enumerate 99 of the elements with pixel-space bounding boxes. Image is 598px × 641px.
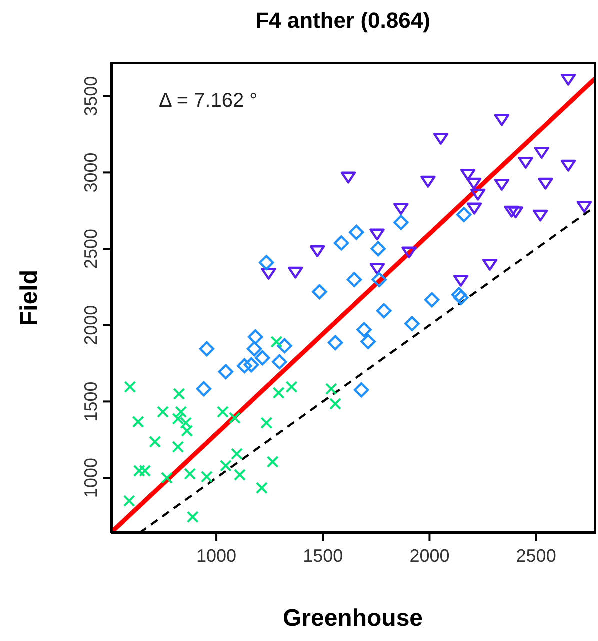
point: [466, 178, 482, 190]
point: [181, 425, 194, 438]
point: [132, 416, 144, 428]
point: [356, 322, 372, 338]
point: [248, 330, 264, 345]
point: [494, 178, 510, 191]
point: [328, 335, 344, 351]
point: [354, 382, 370, 398]
point: [218, 364, 234, 380]
point: [220, 460, 232, 472]
point: [124, 381, 136, 394]
point: [370, 228, 385, 241]
point: [157, 406, 170, 418]
chart-title: F4 anther (0.864): [254, 8, 432, 34]
point: [254, 350, 270, 366]
point: [394, 215, 409, 230]
point: [456, 207, 472, 222]
point: [372, 272, 387, 288]
y-tick-label: 3500: [81, 76, 101, 116]
point: [424, 292, 440, 308]
point: [518, 157, 534, 169]
point: [277, 338, 292, 354]
point: [560, 160, 576, 172]
point: [394, 203, 409, 216]
point: [216, 406, 229, 418]
point: [175, 406, 188, 418]
point: [172, 441, 184, 454]
x-tick-label: 2000: [410, 546, 450, 566]
point: [272, 354, 288, 370]
point: [404, 316, 420, 332]
point: [266, 456, 279, 468]
point: [329, 398, 342, 410]
point: [237, 358, 252, 374]
x-tick-label: 1500: [303, 546, 344, 566]
point: [576, 201, 592, 214]
point: [272, 387, 285, 399]
point: [325, 383, 338, 396]
point: [340, 172, 356, 184]
point: [560, 74, 576, 86]
y-axis-title: Field: [16, 269, 44, 326]
point: [186, 511, 199, 524]
point: [149, 436, 162, 448]
point: [534, 147, 550, 160]
point: [508, 206, 524, 219]
point: [139, 465, 152, 478]
annotation: Δ = 7.162 °: [159, 90, 258, 113]
point: [312, 284, 328, 300]
point: [370, 263, 386, 276]
point: [228, 412, 241, 424]
point: [172, 412, 184, 425]
point: [402, 246, 417, 259]
point: [288, 266, 304, 279]
x-tick-label: 1000: [196, 546, 237, 566]
point: [256, 482, 268, 494]
x-tick-label: 2500: [516, 546, 556, 566]
point: [270, 336, 283, 348]
y-tick-label: 1500: [81, 382, 101, 422]
point: [360, 334, 376, 350]
point: [200, 470, 213, 483]
point: [246, 341, 262, 357]
point: [234, 468, 246, 481]
point: [470, 188, 486, 201]
point: [420, 176, 436, 188]
point: [259, 255, 274, 270]
point: [538, 178, 554, 190]
point: [334, 236, 350, 251]
y-tick-label: 2000: [81, 305, 101, 346]
point: [261, 268, 276, 280]
y-tick-label: 2500: [81, 229, 101, 270]
point: [180, 417, 192, 430]
point: [494, 114, 510, 126]
point: [348, 224, 364, 240]
y-tick-label: 1000: [81, 458, 101, 498]
point: [310, 246, 326, 258]
point: [184, 468, 196, 480]
point: [453, 290, 469, 306]
point: [286, 381, 298, 394]
x-axis-title: Greenhouse: [282, 605, 424, 633]
y-tick-label: 3000: [81, 152, 101, 193]
point: [260, 417, 273, 430]
point: [230, 448, 243, 460]
point: [532, 210, 548, 222]
point: [173, 388, 186, 400]
point: [244, 357, 260, 373]
point: [199, 341, 215, 357]
point: [376, 303, 392, 319]
point: [196, 381, 212, 397]
point: [466, 202, 482, 215]
point: [482, 258, 498, 271]
point: [460, 169, 476, 182]
point: [433, 133, 449, 145]
point: [133, 465, 146, 478]
point: [452, 287, 467, 303]
point: [504, 206, 520, 218]
point: [453, 275, 469, 287]
point: [346, 272, 362, 288]
point: [123, 495, 136, 508]
point: [161, 472, 174, 484]
point: [370, 241, 386, 257]
